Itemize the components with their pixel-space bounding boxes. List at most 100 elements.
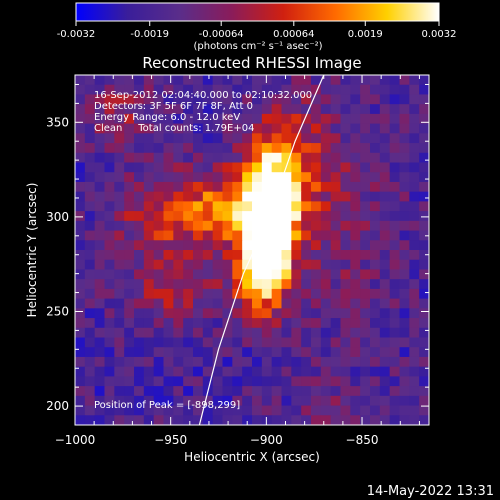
heatmap-cell: [360, 318, 371, 329]
heatmap-cell: [291, 84, 302, 96]
heatmap-cell: [193, 191, 204, 202]
heatmap-cell: [94, 366, 106, 377]
heatmap-cell: [134, 288, 145, 300]
heatmap-cell: [173, 201, 184, 212]
heatmap-cell: [242, 318, 253, 329]
heatmap-cell: [212, 318, 224, 329]
heatmap-cell: [379, 337, 391, 348]
heatmap-cell: [360, 250, 371, 261]
heatmap-cell: [370, 405, 381, 416]
heatmap-cell: [183, 220, 194, 232]
heatmap-cell: [242, 133, 253, 144]
heatmap-cell: [409, 75, 420, 86]
heatmap-cell: [104, 318, 115, 329]
heatmap-cell: [163, 376, 174, 387]
heatmap-cell: [261, 366, 273, 377]
heatmap-cell: [291, 230, 302, 241]
heatmap-cell: [202, 133, 214, 144]
heatmap-cell: [281, 288, 292, 300]
y-tick-label: 200: [46, 399, 69, 413]
heatmap-cell: [330, 240, 342, 251]
heatmap-cell: [124, 318, 135, 329]
heatmap-cell: [94, 181, 106, 193]
heatmap-cell: [173, 143, 184, 154]
heatmap-cell: [399, 250, 410, 261]
heatmap-cell: [271, 250, 283, 261]
heatmap-cell: [242, 172, 253, 183]
heatmap-cell: [212, 172, 224, 183]
heatmap-cell: [193, 318, 204, 329]
heatmap-cell: [232, 308, 243, 319]
heatmap-cell: [193, 269, 204, 280]
heatmap-cell: [222, 288, 233, 300]
heatmap-cell: [370, 298, 381, 309]
heatmap-cell: [114, 298, 125, 309]
heatmap-cell: [419, 269, 429, 280]
heatmap-cell: [379, 259, 391, 271]
heatmap-cell: [252, 318, 263, 329]
heatmap-cell: [360, 191, 371, 202]
heatmap-cell: [153, 113, 165, 125]
heatmap-cell: [271, 113, 283, 125]
heatmap-cell: [419, 104, 429, 115]
heatmap-cell: [311, 123, 322, 134]
heatmap-cell: [134, 347, 145, 358]
heatmap-cell: [75, 143, 86, 154]
heatmap-cell: [222, 113, 233, 125]
heatmap-cell: [360, 94, 371, 105]
heatmap-cell: [330, 250, 342, 261]
heatmap-cell: [301, 269, 312, 280]
heatmap-cell: [261, 211, 273, 222]
heatmap-cell: [202, 201, 214, 212]
heatmap-cell: [330, 347, 342, 358]
heatmap-cell: [252, 230, 263, 241]
heatmap-cell: [134, 230, 145, 241]
heatmap-cell: [222, 104, 233, 115]
heatmap-cell: [143, 143, 155, 154]
heatmap-cell: [320, 123, 332, 134]
heatmap-cell: [212, 84, 224, 96]
heatmap-cell: [409, 395, 420, 407]
heatmap-cell: [252, 94, 263, 105]
heatmap-cell: [252, 191, 263, 202]
heatmap-cell: [114, 113, 125, 125]
heatmap-cell: [271, 104, 283, 115]
heatmap-cell: [212, 191, 224, 202]
heatmap-cell: [271, 347, 283, 358]
heatmap-cell: [134, 298, 145, 309]
heatmap-cell: [330, 201, 342, 212]
heatmap-cell: [399, 143, 410, 154]
heatmap-cell: [340, 279, 351, 290]
heatmap-cell: [84, 181, 96, 193]
heatmap-cell: [134, 84, 145, 96]
heatmap-cell: [370, 376, 381, 387]
heatmap-cell: [291, 259, 302, 271]
heatmap-cell: [370, 123, 381, 134]
heatmap-cell: [143, 356, 155, 368]
heatmap-cell: [163, 230, 174, 241]
heatmap-cell: [114, 356, 125, 368]
heatmap-cell: [173, 191, 184, 202]
heatmap-cell: [261, 395, 273, 407]
heatmap-cell: [193, 395, 204, 407]
heatmap-cell: [301, 337, 312, 348]
heatmap-cell: [114, 337, 125, 348]
heatmap-cell: [212, 143, 224, 154]
heatmap-cell: [242, 356, 253, 368]
heatmap-cell: [173, 113, 184, 125]
heatmap-cell: [75, 113, 86, 125]
heatmap-cell: [173, 298, 184, 309]
heatmap-cell: [134, 172, 145, 183]
heatmap-cell: [301, 172, 312, 183]
heatmap-cell: [389, 104, 401, 115]
heatmap-cell: [193, 211, 204, 222]
heatmap-cell: [143, 288, 155, 300]
heatmap-cell: [134, 337, 145, 348]
heatmap-cell: [281, 152, 292, 164]
heatmap-cell: [124, 415, 135, 425]
heatmap-cell: [143, 181, 155, 193]
heatmap-cell: [232, 347, 243, 358]
heatmap-cell: [143, 376, 155, 387]
heatmap-cell: [232, 250, 243, 261]
heatmap-cell: [261, 220, 273, 232]
